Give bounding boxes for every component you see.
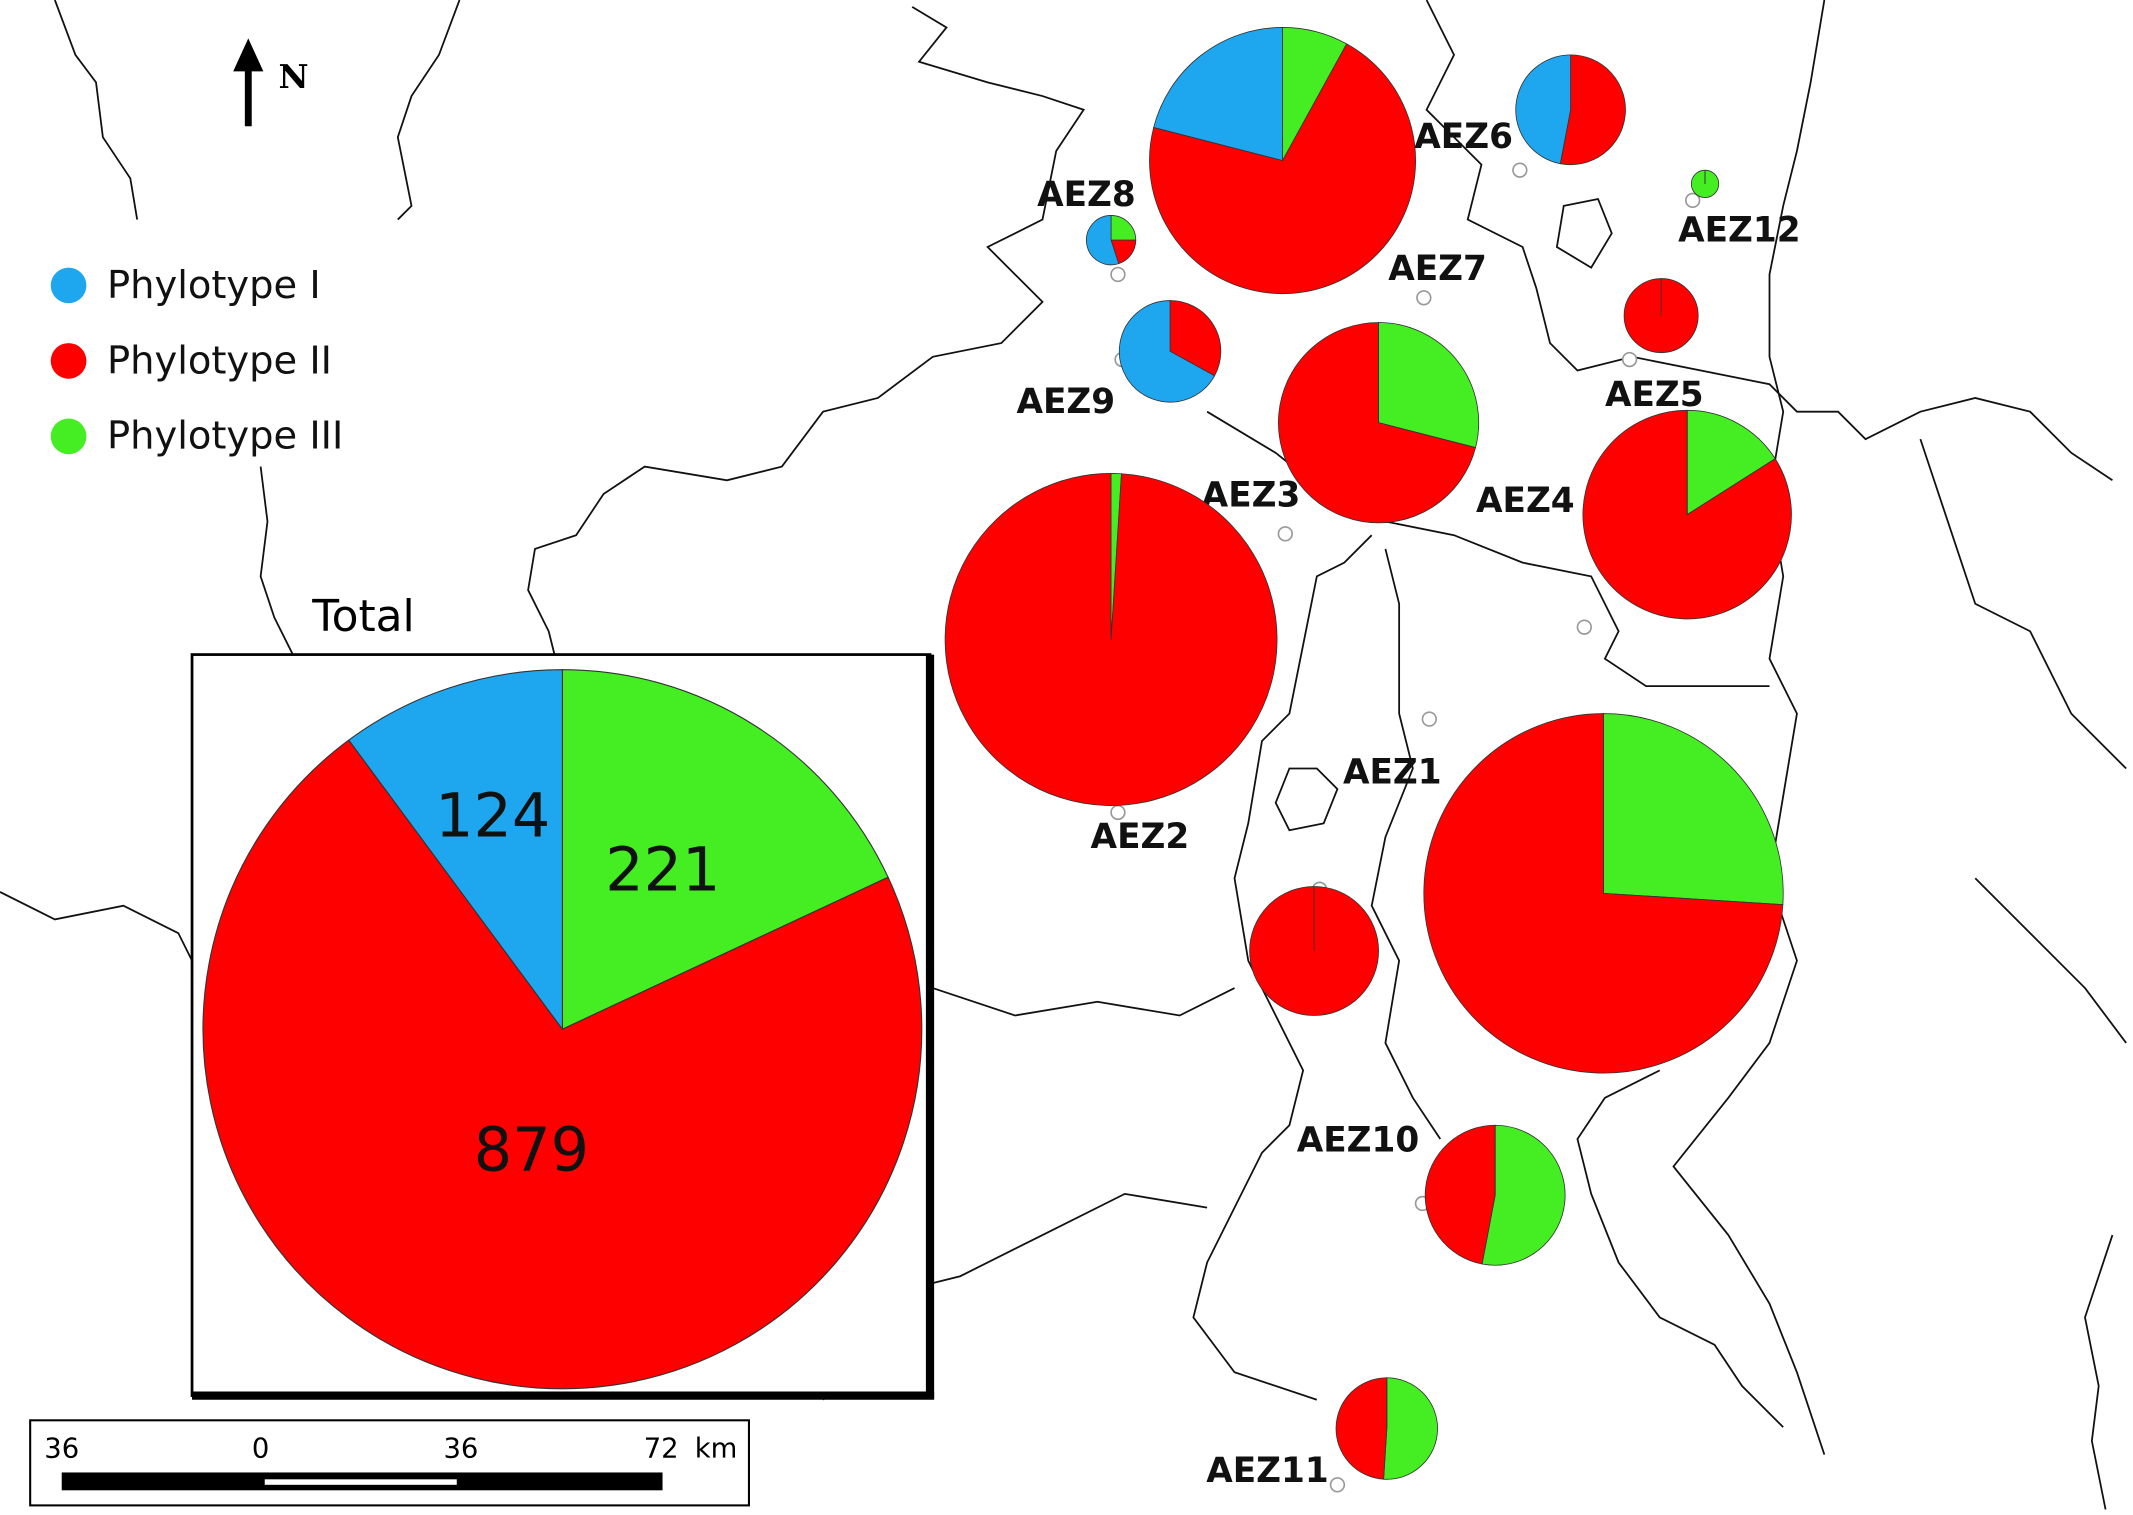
pie-slice (1153, 27, 1283, 162)
total-panel: Total 124 879 221 (190, 591, 935, 1400)
pie-slice (348, 669, 563, 1031)
zone: AEZ1 (1343, 711, 1784, 1074)
scale-bar: km 36 0 36 72 (29, 1419, 750, 1507)
site-marker (1512, 162, 1528, 178)
zone: AEZ11 (1206, 1377, 1438, 1493)
zone-label: AEZ1 (1343, 753, 1442, 793)
pie-slice (202, 739, 923, 1390)
legend-label: Phylotype II (107, 338, 332, 383)
pie-slice (1481, 1124, 1566, 1266)
scale-tick-label: 0 (252, 1433, 269, 1464)
zone-label: AEZ4 (1476, 481, 1575, 521)
pie-slice (1582, 409, 1792, 620)
zone-label: AEZ5 (1605, 375, 1704, 415)
arrow-head (233, 38, 264, 72)
pie-slice (1559, 54, 1626, 166)
total-pie: 124 879 221 (202, 669, 923, 1390)
scale-tick-label: 72 (644, 1433, 679, 1464)
legend-swatch (50, 267, 87, 304)
zone-label: AEZ11 (1206, 1451, 1328, 1491)
zone: AEZ9 (1016, 300, 1222, 422)
zone-label: AEZ9 (1016, 382, 1115, 422)
scale-bar-white (264, 1479, 457, 1485)
zone: AEZ6 (1414, 54, 1626, 178)
zone: AEZ7 (1149, 27, 1487, 306)
scale-unit: km (695, 1433, 738, 1464)
zone-label: AEZ2 (1091, 817, 1190, 857)
zone-label: AEZ10 (1297, 1120, 1419, 1160)
total-title: Total (311, 591, 414, 642)
zone (1249, 881, 1379, 1016)
legend-swatch (50, 418, 87, 455)
slice-label: 879 (474, 1115, 589, 1185)
zone-label: AEZ12 (1678, 211, 1800, 251)
zone: AEZ4 (1476, 409, 1792, 635)
zone-pies: AEZ7 AEZ6 AEZ12 AEZ8 AEZ9 AEZ5 AEZ3 AEZ4 AEZ2 AEZ… (944, 27, 1801, 1493)
pie-slice (1169, 300, 1222, 377)
zone: AEZ8 (1037, 175, 1137, 283)
pie-slice (1278, 322, 1477, 524)
legend-swatch (50, 343, 87, 379)
pie-slice (1335, 1377, 1388, 1480)
zone: AEZ3 (1202, 322, 1480, 542)
site-marker (1329, 1477, 1346, 1493)
site-marker (1621, 351, 1638, 368)
site-marker (1110, 266, 1126, 283)
north-label: N (278, 57, 308, 96)
site-marker (1277, 526, 1293, 542)
pie-slice (561, 669, 889, 1031)
pie-slice (1515, 54, 1572, 165)
zone: AEZ10 (1297, 1120, 1566, 1266)
pie-slice (1086, 215, 1120, 266)
legend-label: Phylotype III (107, 414, 343, 459)
pie-slice (1603, 713, 1784, 906)
pie-slice (1118, 300, 1216, 403)
pie-slice (1686, 409, 1776, 516)
slice-label: 221 (605, 836, 720, 906)
zone-label: AEZ3 (1202, 475, 1301, 515)
legend: Phylotype I Phylotype II Phylotype III (50, 263, 343, 459)
site-marker (1416, 290, 1432, 306)
pie-slice (1378, 322, 1480, 449)
site-marker (1685, 192, 1701, 209)
site-marker (1576, 619, 1592, 635)
zone: AEZ12 (1678, 169, 1801, 251)
north-arrow: N (233, 38, 309, 127)
pie-slice (1383, 1377, 1438, 1480)
scale-tick-label: 36 (44, 1433, 79, 1464)
pie-slice (1110, 215, 1137, 241)
scale-tick-label: 36 (443, 1433, 478, 1464)
slice-label: 124 (435, 782, 550, 852)
zone-label: AEZ8 (1037, 175, 1136, 215)
pie-slice (1424, 1124, 1496, 1265)
site-marker (1421, 711, 1437, 727)
legend-label: Phylotype I (107, 263, 321, 308)
zone-label: AEZ7 (1388, 249, 1487, 289)
zone-label: AEZ6 (1414, 117, 1513, 157)
zone: AEZ2 (944, 473, 1278, 857)
zone: AEZ5 (1605, 278, 1704, 415)
scale-box (29, 1419, 750, 1507)
pie-slice (1149, 43, 1417, 295)
